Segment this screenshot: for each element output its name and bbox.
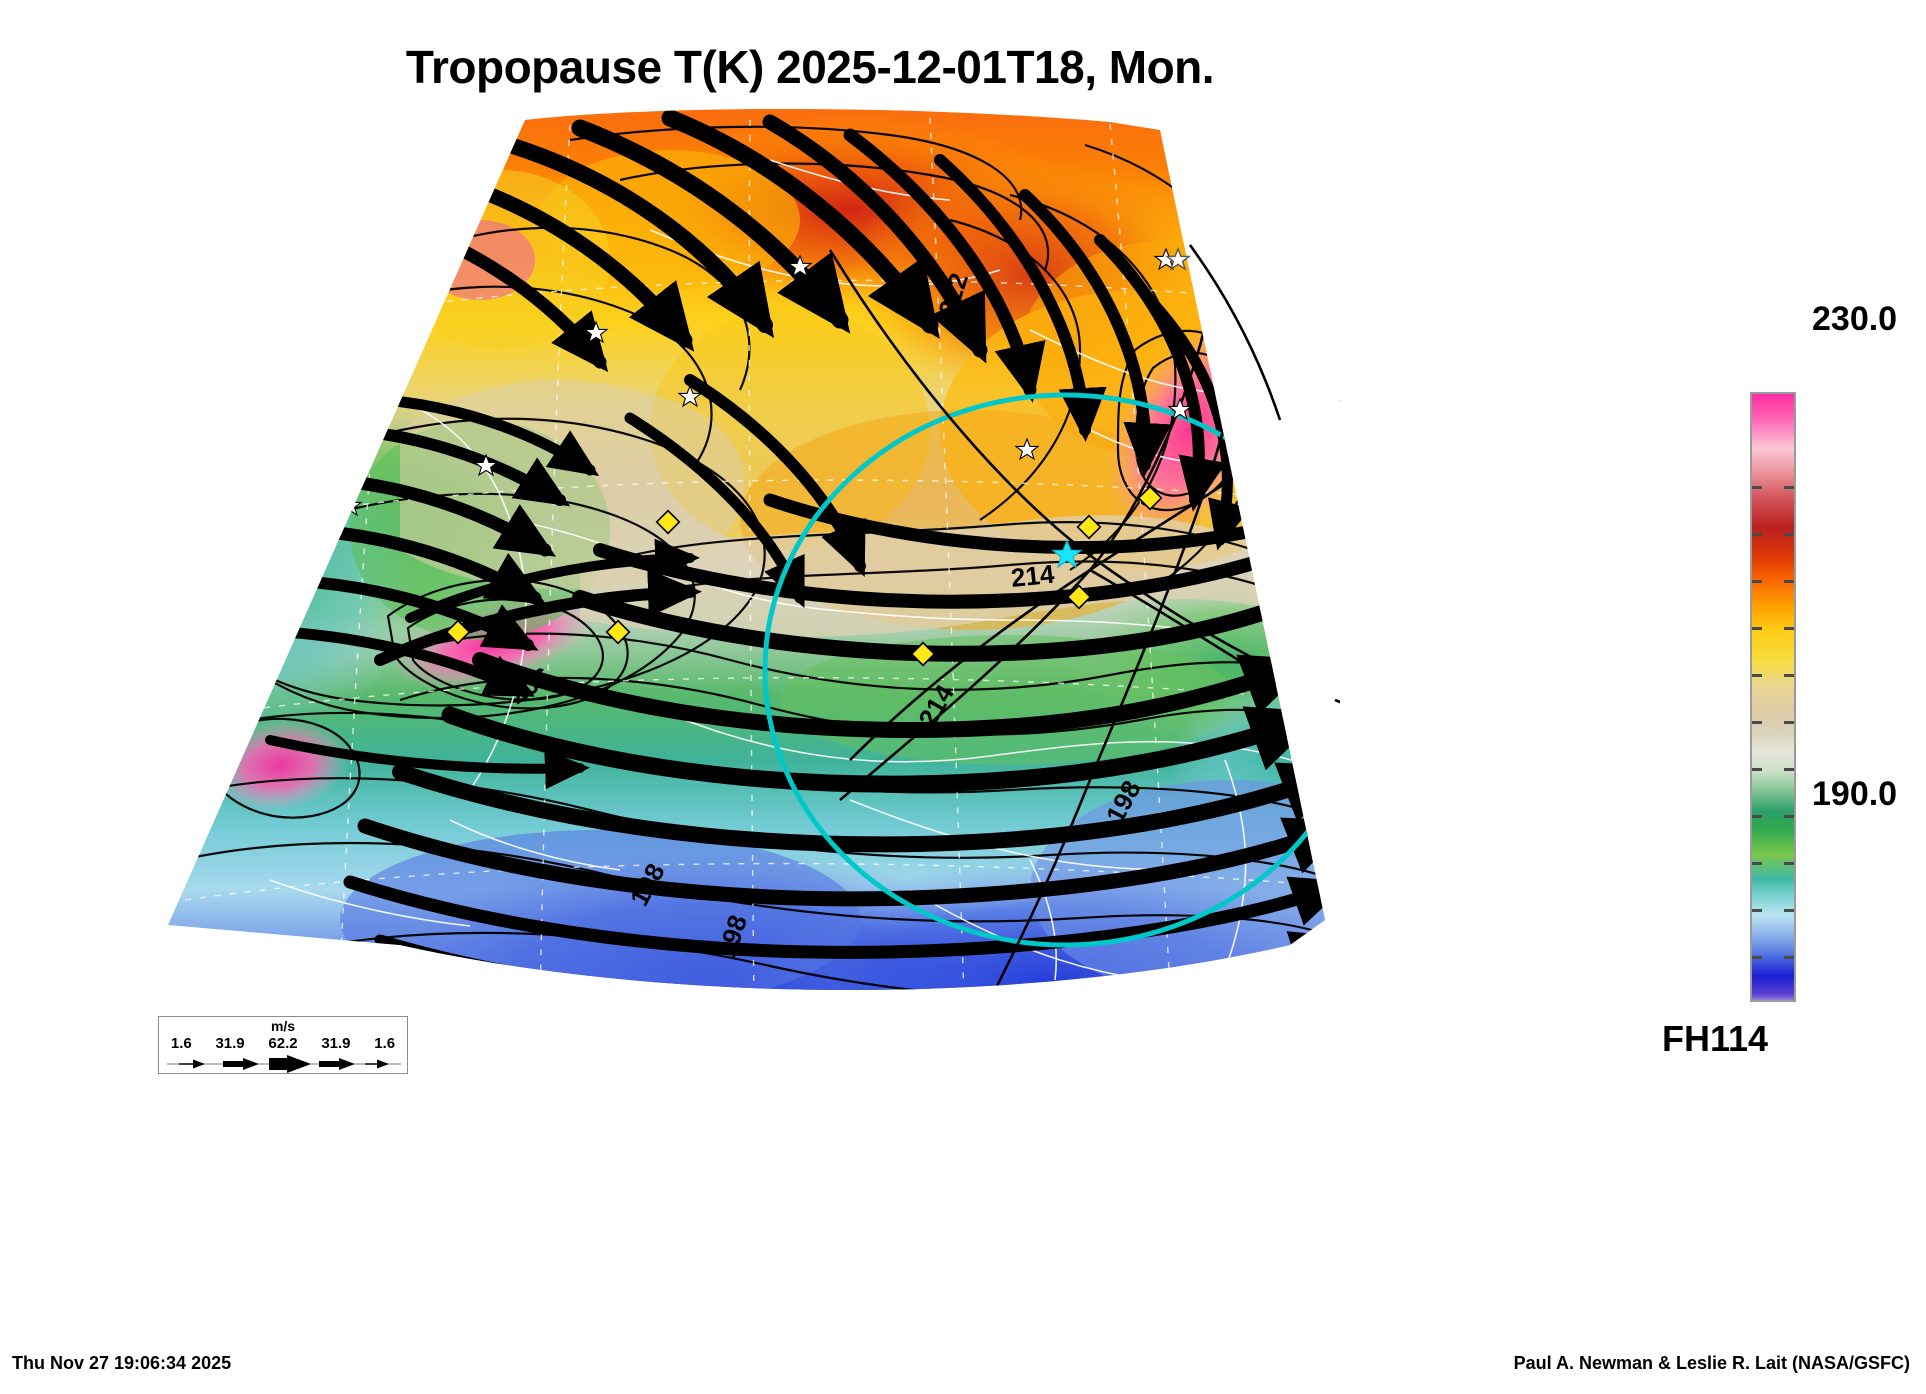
colorbar[interactable] (1750, 392, 1796, 1002)
wind-legend-value: 31.9 (215, 1035, 245, 1052)
open-star-marker (1164, 247, 1192, 271)
target-star-marker (1051, 539, 1083, 569)
station-markers (337, 247, 1193, 667)
great-circle-extension (1188, 244, 1340, 704)
forecast-hour-label: FH114 (1662, 1018, 1769, 1059)
wind-speed-legend: m/s 1.6 31.9 62.2 31.9 1.6 (158, 1016, 408, 1074)
wind-legend-value: 1.6 (374, 1035, 396, 1052)
map-field: 222 214 206 214 206 198 198 198 198 (168, 108, 1325, 990)
author-credit: Paul A. Newman & Leslie R. Lait (NASA/GS… (1513, 1353, 1910, 1373)
wind-legend-value: 1.6 (170, 1035, 192, 1052)
generation-timestamp: Thu Nov 27 19:06:34 2025 (12, 1353, 232, 1373)
colorbar-min-label: 190.0 (1812, 775, 1898, 813)
map-panel[interactable]: 222 214 206 214 206 198 198 198 198 (150, 100, 1340, 1030)
colorbar-max-label: 230.0 (1812, 300, 1898, 338)
wind-legend-arrows (167, 1055, 401, 1073)
range-circle (762, 392, 1325, 948)
contour-label: 214 (1009, 559, 1056, 593)
wind-legend-units: m/s (270, 1018, 296, 1034)
wind-legend-value: 31.9 (321, 1035, 351, 1052)
wind-legend-value: 62.2 (268, 1035, 298, 1052)
wind-legend-values: 1.6 31.9 62.2 31.9 1.6 (159, 1035, 407, 1052)
page-title: Tropopause T(K) 2025-12-01T18, Mon. (405, 41, 1215, 93)
tropopause-map[interactable]: 222 214 206 214 206 198 198 198 198 (150, 100, 1340, 1030)
